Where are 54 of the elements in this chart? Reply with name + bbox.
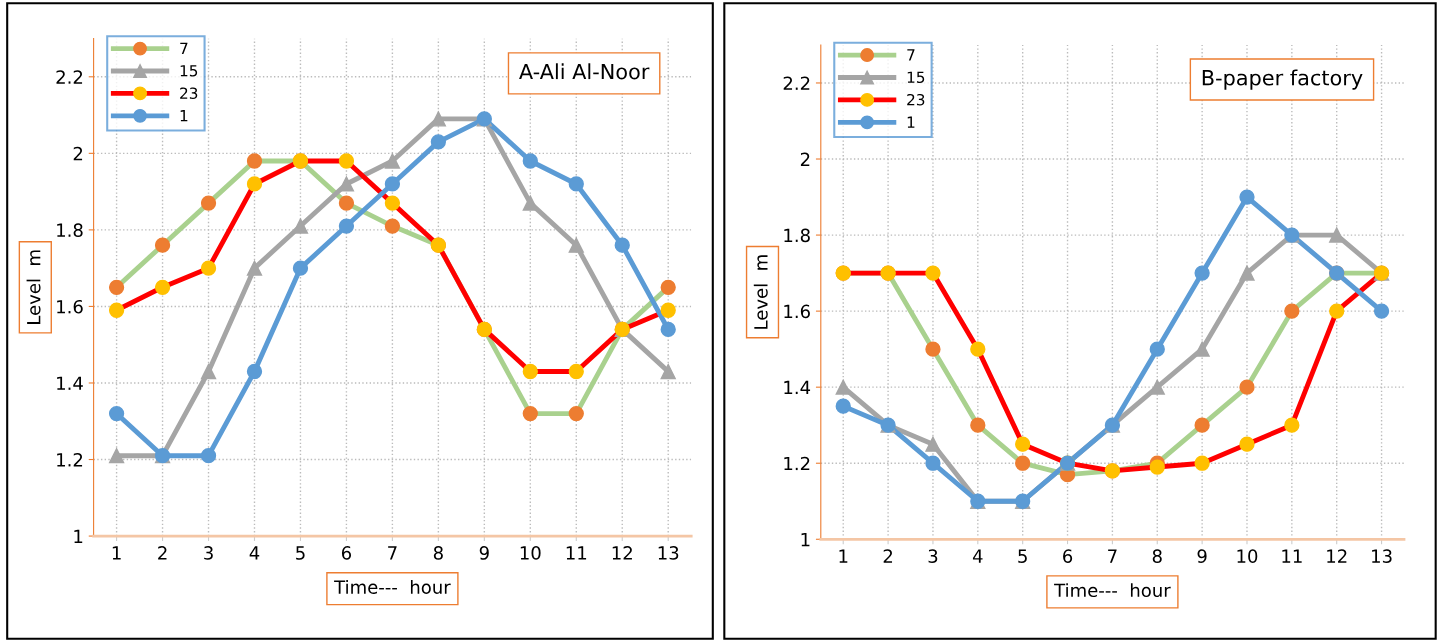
y-tick-label: 2.2 [783, 76, 810, 90]
x-tick-label: 12 [1327, 549, 1347, 563]
x-tick-label: 10 [520, 546, 541, 560]
legend-label: 7 [907, 49, 915, 61]
y-tick-label: 1.2 [57, 452, 83, 467]
y-tick-label: 2.2 [56, 70, 83, 84]
legend-label: 1 [180, 110, 188, 122]
x-tick-label: 1 [112, 546, 121, 560]
x-tick-label: 2 [158, 546, 167, 560]
legend-label: 23 [907, 93, 925, 106]
y-tick-label: 1 [801, 532, 810, 547]
legend-label: 15 [907, 71, 925, 84]
y-tick-label: 1.2 [784, 456, 810, 471]
x-tick-label: 8 [1152, 549, 1162, 563]
y-tick-label: 1 [74, 529, 83, 543]
x-tick-label: 12 [612, 546, 632, 560]
legend-label: 7 [180, 42, 188, 54]
x-tick-label: 4 [972, 549, 983, 563]
y-tick-label: 1.8 [784, 228, 810, 243]
x-tick-label: 1 [839, 549, 848, 563]
y-axis-title: Level m [26, 250, 41, 324]
x-tick-label: 13 [658, 546, 679, 560]
y-tick-label: 2 [73, 146, 83, 161]
y-tick-label: 2 [800, 152, 810, 166]
y-tick-label: 1.8 [57, 223, 83, 237]
x-tick-label: 9 [1197, 549, 1207, 563]
text: A-Ali Al-Noor [519, 63, 650, 80]
x-tick-label: 2 [883, 549, 893, 563]
y-tick-label: 1.6 [57, 299, 83, 314]
x-tick-label: 13 [1372, 549, 1392, 563]
x-tick-label: 10 [1237, 549, 1258, 563]
x-tick-label: 6 [1063, 549, 1073, 563]
x-tick-label: 11 [566, 546, 587, 560]
x-tick-label: 5 [1018, 549, 1027, 563]
x-tick-label: 3 [204, 546, 213, 560]
x-tick-label: 11 [1282, 549, 1302, 563]
y-tick-label: 1.4 [57, 376, 83, 390]
x-tick-label: 7 [1108, 549, 1117, 563]
y-tick-label: 1.4 [784, 380, 811, 395]
x-axis-title: Time--- hour [334, 579, 451, 594]
x-tick-label: 3 [928, 549, 938, 563]
text: B-paper factory [1202, 69, 1363, 90]
legend-label: 23 [180, 87, 198, 99]
x-tick-label: 7 [388, 546, 397, 560]
legend-label: 15 [180, 65, 198, 77]
x-axis-title: Time--- hour [1054, 583, 1171, 598]
y-tick-label: 1.6 [784, 304, 810, 319]
x-tick-label: 5 [296, 546, 305, 560]
x-tick-label: 9 [479, 546, 489, 560]
x-tick-label: 6 [341, 546, 352, 560]
x-tick-label: 4 [249, 546, 260, 560]
legend-label: 1 [907, 116, 915, 128]
y-axis-title: Level m [753, 255, 768, 329]
x-tick-label: 8 [433, 546, 443, 560]
